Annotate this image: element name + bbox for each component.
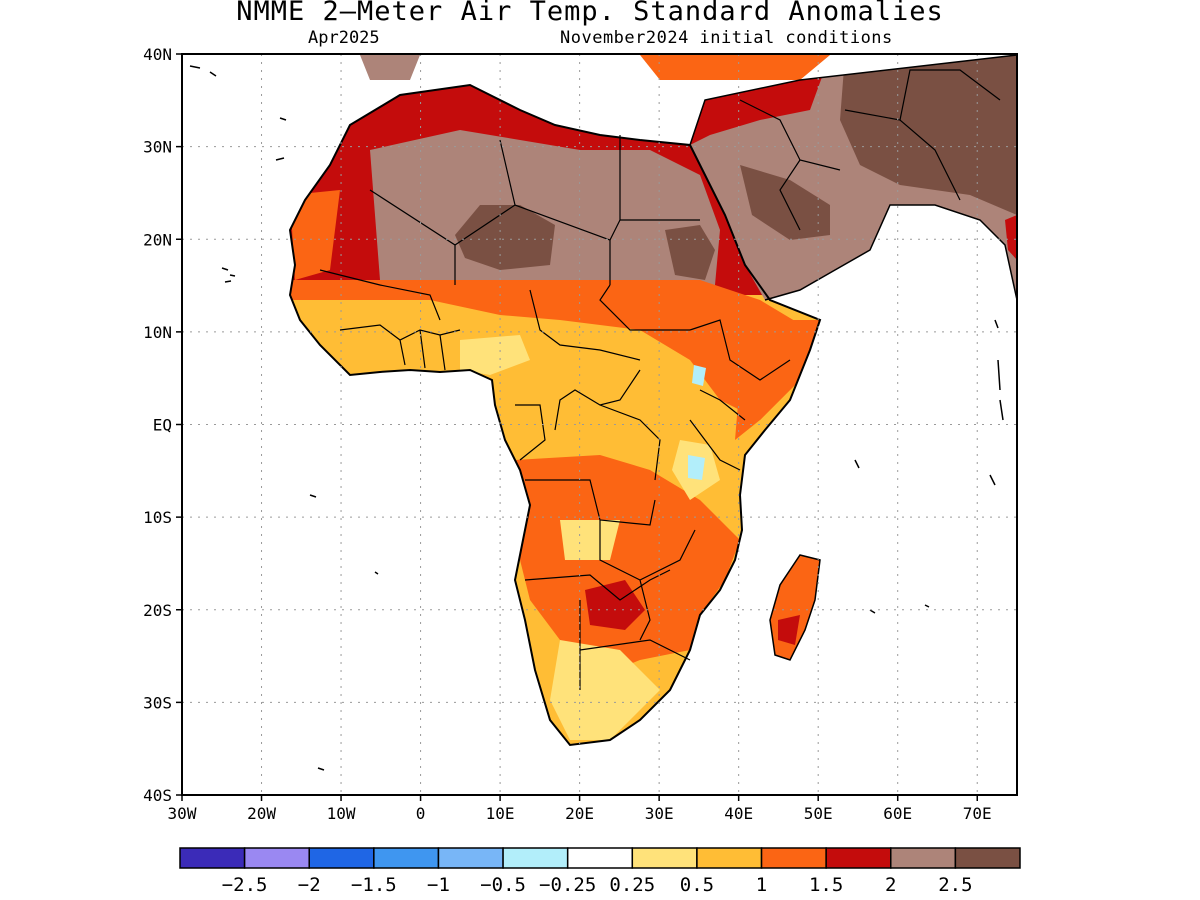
colorbar-swatch xyxy=(954,847,1021,869)
southern-europe-field xyxy=(640,55,830,80)
colorbar-swatch xyxy=(825,847,892,869)
colorbar-label: −1 xyxy=(427,874,450,896)
initial-conditions-label: November2024 initial conditions xyxy=(560,28,893,48)
lon-tick-label: 20E xyxy=(565,804,594,823)
lon-tick-label: 0 xyxy=(416,804,426,823)
colorbar-swatch xyxy=(179,847,246,869)
colorbar-label: −2.5 xyxy=(222,874,268,896)
lat-tick-label: 10S xyxy=(143,508,172,527)
lon-tick-label: 30E xyxy=(645,804,674,823)
lon-tick-label: 60E xyxy=(883,804,912,823)
levant-coastline xyxy=(689,54,1017,146)
latitude-axis: 40N 30N 20N 10N EQ 10S 20S 30S 40S xyxy=(143,45,182,805)
longitude-axis: 30W 20W 10W 0 10E 20E 30E 40E 50E 60E 70E xyxy=(168,795,992,823)
lon-tick-label: 10E xyxy=(486,804,515,823)
lat-tick-label: 40S xyxy=(143,786,172,805)
colorbar-swatch xyxy=(696,847,763,869)
iberia-field xyxy=(360,55,420,80)
lat-tick-label: 40N xyxy=(143,45,172,64)
colorbar-swatch xyxy=(243,847,310,869)
lon-tick-label: 70E xyxy=(963,804,992,823)
colorbar-label: −2 xyxy=(298,874,321,896)
island-outlines xyxy=(189,65,1004,771)
colorbar-swatch xyxy=(760,847,827,869)
lat-tick-label: 20N xyxy=(143,230,172,249)
colorbar-label: 0.5 xyxy=(680,874,714,896)
colorbar-label: −0.25 xyxy=(539,874,596,896)
arabia-south-coastline xyxy=(764,204,1017,301)
lon-tick-label: 10W xyxy=(327,804,356,823)
colorbar-label: 1 xyxy=(756,874,767,896)
colorbar-swatch xyxy=(437,847,504,869)
colorbar-swatch xyxy=(308,847,375,869)
colorbar-label: −0.5 xyxy=(480,874,526,896)
map-title: NMME 2—Meter Air Temp. Standard Anomalie… xyxy=(236,0,944,27)
madagascar-hot-spot xyxy=(778,615,800,645)
colorbar-swatch xyxy=(631,847,698,869)
lon-tick-label: 20W xyxy=(247,804,276,823)
colorbar-label: 2.5 xyxy=(938,874,972,896)
lat-tick-label: 30N xyxy=(143,138,172,157)
colorbar-swatch xyxy=(890,847,957,869)
colorbar-label: 0.25 xyxy=(609,874,655,896)
colorbar: −2.5 −2 −1.5 −1 −0.5 −0.25 0.25 0.5 1 1.5 2 2.5 xyxy=(179,847,1021,896)
colorbar-label: 2 xyxy=(885,874,896,896)
lat-tick-label: 10N xyxy=(143,323,172,342)
lat-tick-label: 30S xyxy=(143,693,172,712)
lat-tick-label: 20S xyxy=(143,601,172,620)
lat-tick-label: EQ xyxy=(153,416,172,435)
colorbar-swatch xyxy=(502,847,569,869)
colorbar-swatch xyxy=(566,847,634,869)
lon-tick-label: 30W xyxy=(168,804,197,823)
lon-tick-label: 40E xyxy=(724,804,753,823)
valid-month-label: Apr2025 xyxy=(308,28,380,48)
colorbar-label: 1.5 xyxy=(809,874,843,896)
colorbar-label: −1.5 xyxy=(351,874,397,896)
graticule xyxy=(182,54,1017,795)
colorbar-swatch xyxy=(373,847,440,869)
lon-tick-label: 50E xyxy=(804,804,833,823)
